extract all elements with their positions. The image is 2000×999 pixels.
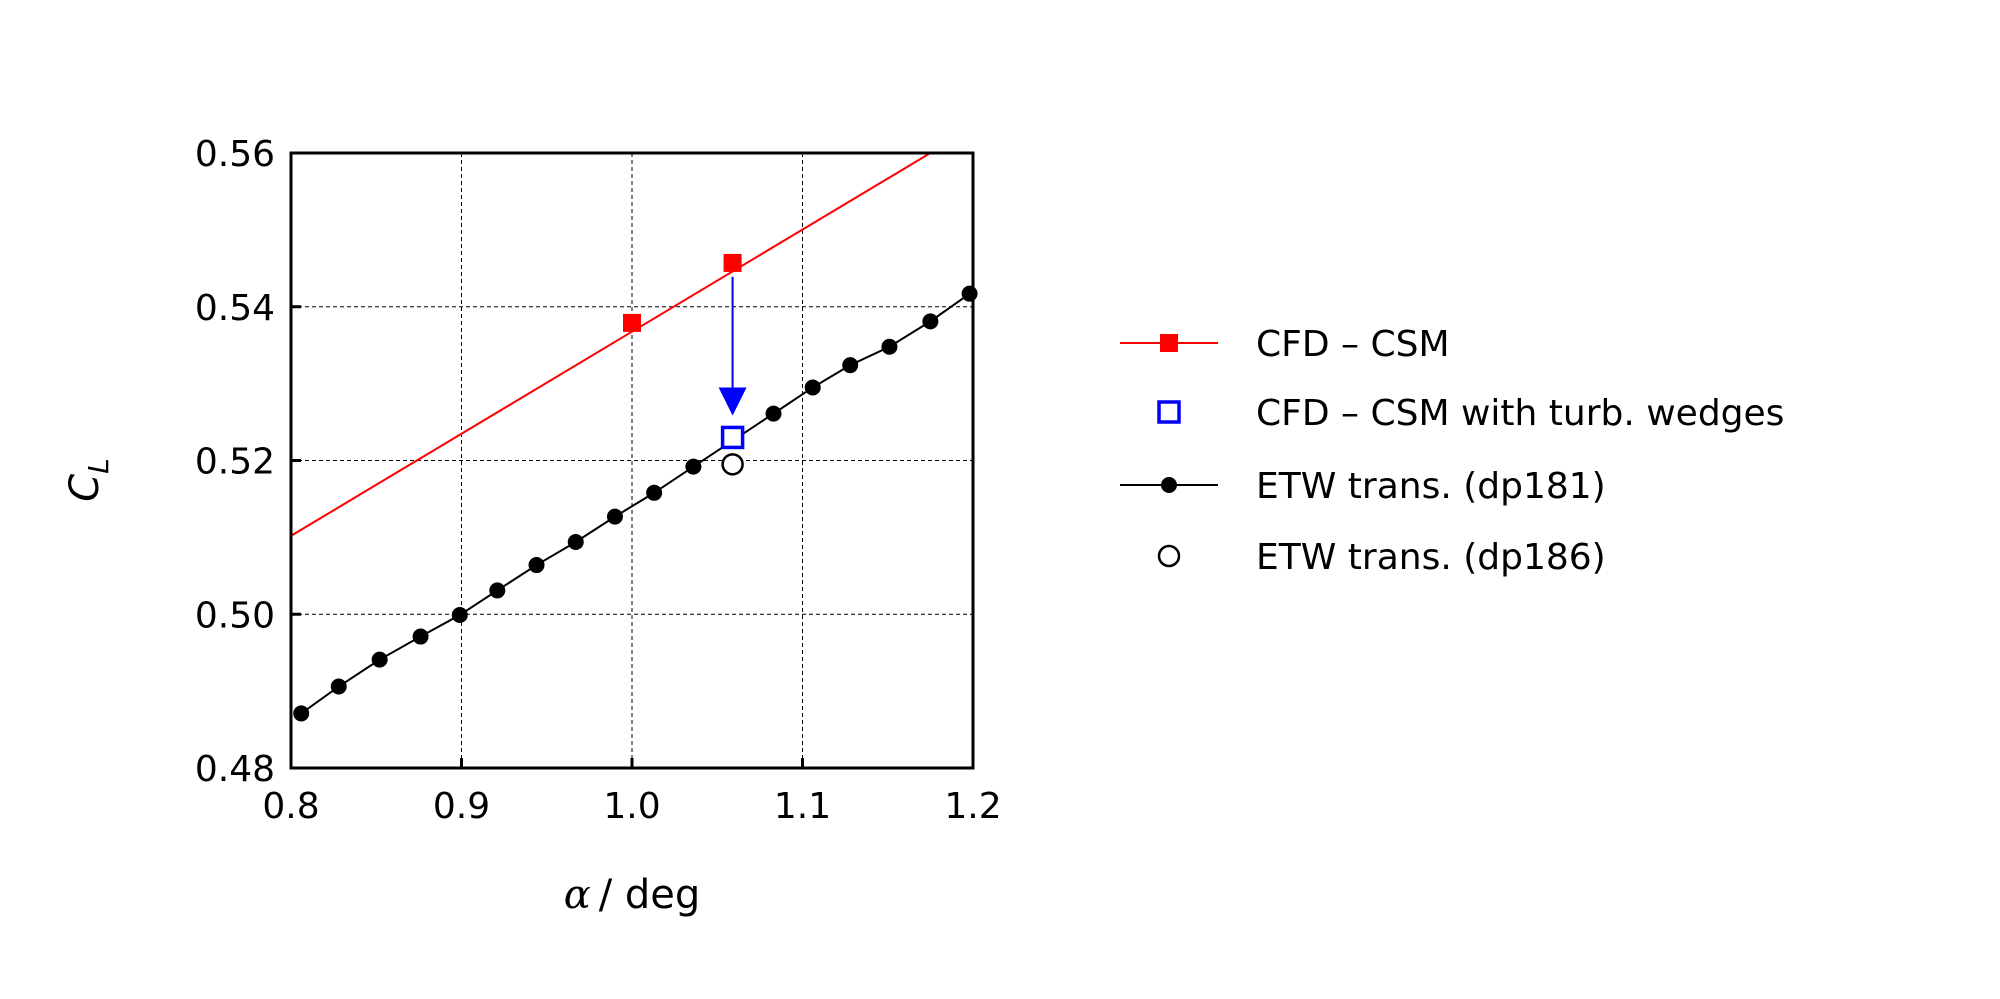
grid <box>291 153 973 768</box>
arrow-head <box>718 387 747 416</box>
data-point <box>961 285 978 302</box>
ticks: 0.8 0.9 1.0 1.1 1.2 0.48 0.50 0.52 0.54 0.56 <box>195 134 1002 827</box>
data-point <box>606 508 623 525</box>
data-point <box>330 678 347 695</box>
series-markers-0 <box>623 253 742 332</box>
x-tick-label: 0.9 <box>433 786 490 827</box>
y-axis-label: CL <box>62 458 115 502</box>
data-point <box>528 557 545 574</box>
series-markers-3 <box>721 453 744 476</box>
series-markers-2 <box>293 285 978 722</box>
data-point <box>804 379 821 396</box>
data-point <box>451 607 468 624</box>
data-point <box>842 357 859 374</box>
legend-marker <box>1157 400 1181 424</box>
legend-label: CFD – CSM with turb. wedges <box>1256 393 1784 434</box>
x-tick-label: 1.0 <box>603 786 660 827</box>
data-point <box>412 628 429 645</box>
data-point <box>371 651 388 668</box>
legend-marker <box>1160 334 1178 352</box>
legend-item: ETW trans. (dp186) <box>1157 537 1606 578</box>
x-axis-label: α / deg <box>564 872 701 918</box>
y-tick-label: 0.52 <box>195 442 275 483</box>
series-0 <box>291 153 931 537</box>
legend-item: CFD – CSM with turb. wedges <box>1157 393 1784 434</box>
data-point <box>623 313 641 332</box>
legend-label: CFD – CSM <box>1256 324 1450 365</box>
series-2 <box>300 292 971 715</box>
legend: CFD – CSM CFD – CSM with turb. wedges ETW … <box>1120 324 1784 578</box>
data-point <box>723 253 742 272</box>
data-point <box>567 533 584 550</box>
data-point <box>685 458 702 475</box>
data-point <box>922 313 939 330</box>
y-tick-label: 0.50 <box>195 595 275 636</box>
data-point <box>721 453 744 476</box>
series-markers-1 <box>720 425 745 450</box>
legend-marker <box>1157 544 1181 568</box>
legend-item: CFD – CSM <box>1120 324 1450 365</box>
x-tick-label: 1.1 <box>774 786 831 827</box>
y-tick-label: 0.56 <box>195 134 275 175</box>
y-tick-label: 0.48 <box>195 749 275 790</box>
series-line <box>291 153 931 537</box>
x-tick-label: 0.8 <box>262 786 319 827</box>
legend-label: ETW trans. (dp181) <box>1256 466 1606 507</box>
legend-marker <box>1161 477 1177 493</box>
data-point <box>646 484 663 501</box>
legend-item: ETW trans. (dp181) <box>1120 466 1606 507</box>
data-point <box>765 405 782 422</box>
series-layer <box>291 153 978 722</box>
x-tick-label: 1.2 <box>944 786 1001 827</box>
data-point <box>293 705 310 722</box>
data-point <box>881 338 898 355</box>
y-tick-label: 0.54 <box>195 288 275 329</box>
data-point <box>489 582 506 599</box>
legend-label: ETW trans. (dp186) <box>1256 537 1606 578</box>
series-line <box>300 292 971 715</box>
data-point <box>720 425 745 450</box>
